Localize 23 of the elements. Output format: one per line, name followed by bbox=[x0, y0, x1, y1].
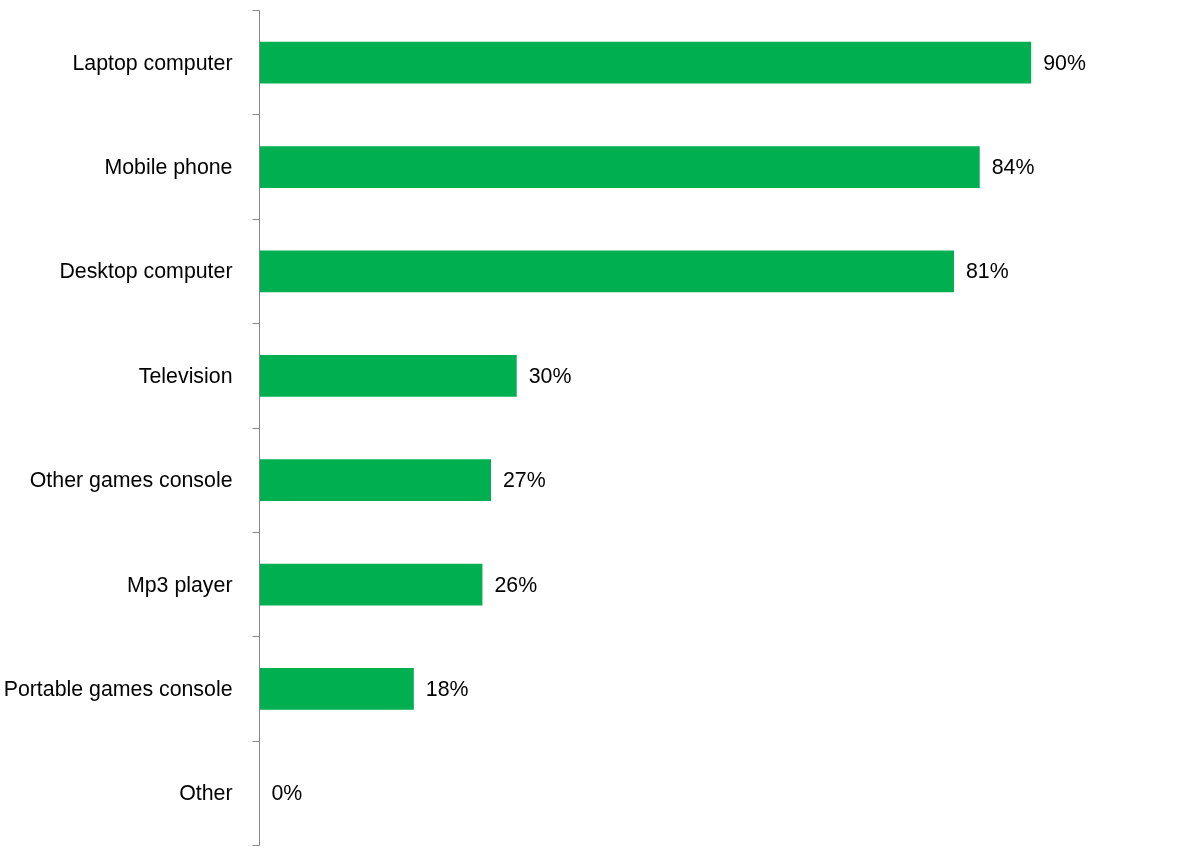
y-tick-label: Mobile phone bbox=[104, 155, 233, 180]
y-tick-label: Other games console bbox=[29, 468, 233, 493]
bar bbox=[259, 563, 483, 606]
data-label: 30% bbox=[528, 363, 572, 388]
data-label: 81% bbox=[966, 259, 1009, 284]
data-label: 0% bbox=[271, 781, 303, 806]
y-tick-label: Television bbox=[138, 363, 233, 388]
bar bbox=[259, 250, 954, 293]
y-tick-label: Desktop computer bbox=[59, 259, 233, 284]
data-label: 26% bbox=[494, 572, 538, 597]
data-label: 18% bbox=[425, 676, 469, 701]
y-tick-label: Laptop computer bbox=[72, 50, 233, 75]
bar bbox=[259, 354, 517, 397]
data-label: 90% bbox=[1043, 50, 1086, 75]
data-label: 27% bbox=[503, 468, 546, 493]
bar bbox=[259, 146, 980, 188]
bar bbox=[259, 459, 491, 502]
data-label: 84% bbox=[991, 155, 1035, 180]
y-tick-label: Mp3 player bbox=[126, 572, 233, 597]
y-tick-label: Other bbox=[179, 781, 233, 806]
y-tick-label: Portable games console bbox=[3, 676, 233, 701]
bar bbox=[259, 668, 414, 710]
bar bbox=[259, 41, 1032, 84]
